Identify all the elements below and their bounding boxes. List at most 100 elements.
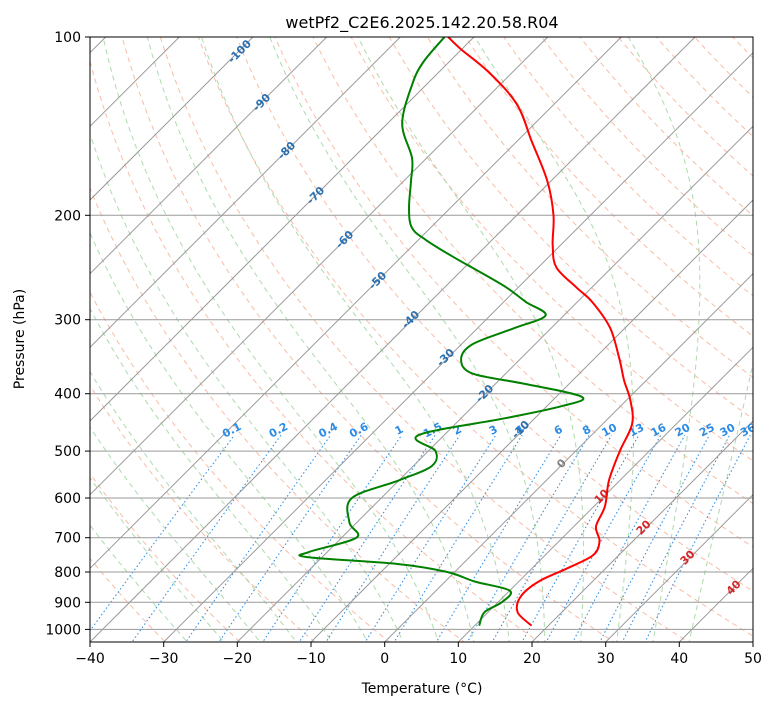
mixing-ratio-line xyxy=(298,434,436,642)
mixing-ratio-label: 0.4 xyxy=(316,420,340,441)
moist-adiabat-line xyxy=(90,476,225,642)
mixing-ratio-line xyxy=(644,434,751,642)
dry-adiabat-line xyxy=(121,37,615,642)
dry-adiabat-line xyxy=(541,37,753,257)
isotherm-label: -10 xyxy=(509,418,532,441)
moist-adiabat-line xyxy=(90,524,188,642)
moist-adiabat-line xyxy=(627,37,701,642)
x-axis-label: Temperature (°C) xyxy=(361,681,483,697)
mixing-ratio-line xyxy=(435,434,562,642)
isotherm-line xyxy=(605,493,753,642)
dry-adiabat-line xyxy=(312,37,753,505)
moist-adiabat-line xyxy=(90,231,369,642)
dry-adiabat-label: 20 xyxy=(634,517,654,537)
mixing-ratio-label: 1 xyxy=(393,423,406,438)
mixing-ratio-label: 10 xyxy=(600,421,620,440)
y-tick-label: 900 xyxy=(54,595,81,611)
dry-adiabat-line xyxy=(745,10,775,654)
moist-adiabat-line xyxy=(474,37,634,642)
isotherm-line xyxy=(678,567,753,642)
y-axis-label: Pressure (hPa) xyxy=(12,289,28,389)
isotherm-line xyxy=(90,37,622,570)
mixing-ratio-line xyxy=(364,434,497,642)
mixing-ratio-label: 30 xyxy=(718,421,738,440)
moist-adiabat-line xyxy=(688,360,753,642)
sounding-profiles xyxy=(298,37,634,627)
isotherm-line xyxy=(752,641,753,642)
dry-adiabat-line xyxy=(274,37,753,548)
isotherm-line xyxy=(90,37,254,201)
mixing-ratio-line xyxy=(325,434,461,642)
line-labels: 0.1 0.2 0.4 0.6 1 1.5 2 3 4 6 8 10 13 16 20 25 30 36-100-… xyxy=(220,37,753,598)
mixing-ratio-label: 0.2 xyxy=(267,420,290,441)
y-tick-label: 500 xyxy=(54,444,81,460)
dewpoint-profile-line xyxy=(298,37,585,626)
moist-adiabat-line xyxy=(146,37,475,642)
mixing-ratio-line xyxy=(218,434,362,642)
x-tick-label: 0 xyxy=(380,651,389,667)
x-tick-label: 40 xyxy=(670,651,688,667)
isotherm-line xyxy=(90,37,549,496)
isotherm-line xyxy=(457,346,753,642)
y-tick-label: 800 xyxy=(54,565,81,581)
moist-adiabat-line xyxy=(90,370,297,642)
mixing-ratio-line xyxy=(393,434,523,642)
mixing-ratio-line xyxy=(599,434,710,642)
isotherm-line xyxy=(384,272,753,642)
x-tick-label: −40 xyxy=(75,651,105,667)
isotherm-line xyxy=(90,37,328,275)
dry-adiabat-line xyxy=(90,384,316,642)
mixing-ratio-label: 20 xyxy=(673,421,693,440)
dry-adiabat-line xyxy=(464,37,753,337)
dry-adiabat-line xyxy=(90,59,540,642)
x-tick-label: 50 xyxy=(744,651,762,667)
dry-adiabat-line xyxy=(388,37,753,420)
x-tick-label: 20 xyxy=(523,651,541,667)
x-tick-label: −30 xyxy=(149,651,179,667)
mixing-ratio-line xyxy=(572,434,686,642)
x-tick-label: 30 xyxy=(597,651,615,667)
mixing-ratio-label: 3 xyxy=(487,423,500,438)
grid-lines xyxy=(90,37,753,642)
moist-adiabat-line xyxy=(357,37,584,642)
y-tick-label: 200 xyxy=(54,208,81,224)
y-tick-label: 300 xyxy=(54,313,81,329)
mixing-ratio-line xyxy=(262,434,403,642)
mixing-ratio-label: 6 xyxy=(552,423,565,438)
y-axis: 1000 900 800 700 600 500 400 300 200 100 xyxy=(45,30,90,638)
mixing-ratio-line xyxy=(131,434,282,642)
dry-adiabat-line xyxy=(90,291,391,642)
plot-frame xyxy=(89,36,754,643)
isotherm-label: -100 xyxy=(225,37,254,66)
dry-adiabat-line xyxy=(90,186,465,642)
dry-adiabat-line xyxy=(350,37,753,462)
mixing-ratio-line xyxy=(521,434,640,642)
dry-adiabat-line xyxy=(655,37,753,138)
dry-adiabat-line xyxy=(90,472,241,642)
temperature-profile-line xyxy=(447,37,634,627)
mixing-ratio-line xyxy=(90,434,235,632)
mixing-ratio-label: 0.1 xyxy=(220,420,243,441)
chart-title: wetPf2_C2E6.2025.142.20.58.R04 xyxy=(285,13,558,33)
mixing-ratio-label: 25 xyxy=(697,421,717,440)
mixing-ratio-label: 0.6 xyxy=(347,420,371,441)
y-tick-label: 600 xyxy=(54,491,81,507)
isotherm-line xyxy=(90,37,401,349)
isotherm-label: -40 xyxy=(399,308,422,331)
isotherm-line xyxy=(90,37,475,422)
moist-adiabat-line xyxy=(90,426,261,642)
y-tick-label: 700 xyxy=(54,531,81,547)
moist-adiabat-line xyxy=(90,132,404,642)
x-tick-label: −20 xyxy=(223,651,253,667)
dry-adiabat-line xyxy=(236,37,753,592)
isotherm-line xyxy=(90,37,696,642)
y-tick-label: 400 xyxy=(54,387,81,403)
dry-adiabat-line xyxy=(579,37,753,217)
x-tick-label: 10 xyxy=(449,651,467,667)
isotherm-line xyxy=(163,51,753,642)
dry-adiabat-line xyxy=(426,37,753,379)
y-tick-label: 1000 xyxy=(45,622,81,638)
dry-adiabat-label: 10 xyxy=(592,486,612,506)
moist-adiabat-line xyxy=(269,37,546,642)
